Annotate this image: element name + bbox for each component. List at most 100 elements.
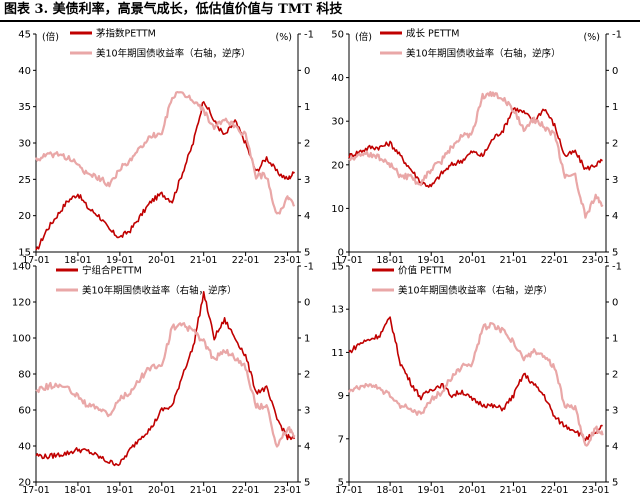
x-tick-label: 23-01 xyxy=(274,255,302,266)
x-tick-label: 22-01 xyxy=(232,255,260,266)
left-tick-label: 45 xyxy=(18,30,31,41)
x-tick-label: 19-01 xyxy=(106,255,134,266)
right-tick-label: 2 xyxy=(304,370,310,381)
left-tick-label: 35 xyxy=(18,102,31,113)
right-tick-label: 2 xyxy=(612,370,618,381)
x-tick-label: 22-01 xyxy=(232,485,260,495)
right-tick-label: -1 xyxy=(612,262,622,273)
right-unit-label: (%) xyxy=(584,32,600,43)
left-tick-label: 30 xyxy=(18,139,31,150)
x-tick-label: 18-01 xyxy=(64,255,92,266)
right-tick-label: 0 xyxy=(612,298,618,309)
left-tick-label: 20 xyxy=(18,211,31,222)
legend-label: 美10年期国债收益率（右轴，逆序） xyxy=(406,48,561,60)
left-unit-label: (倍) xyxy=(42,31,59,43)
left-tick-label: 7 xyxy=(338,434,344,445)
x-tick-label: 19-01 xyxy=(106,485,134,495)
x-tick-label: 20-01 xyxy=(459,485,487,495)
legend-label: 价值 PETTM xyxy=(398,265,451,277)
left-tick-label: 40 xyxy=(18,442,31,453)
x-tick-label: 23-01 xyxy=(582,255,610,266)
left-tick-label: 40 xyxy=(18,66,31,77)
left-tick-label: 25 xyxy=(18,175,31,186)
x-tick-label: 21-01 xyxy=(500,485,528,495)
right-tick-label: 4 xyxy=(612,211,618,222)
right-tick-label: 1 xyxy=(304,102,310,113)
series-line-pettm xyxy=(35,290,296,467)
series-line-ust10y xyxy=(34,90,296,215)
x-tick-label: 22-01 xyxy=(541,485,569,495)
left-tick-label: 0 xyxy=(338,248,344,259)
left-unit-label: (倍) xyxy=(355,31,372,43)
series-line-ust10y xyxy=(348,90,604,219)
right-tick-label: 5 xyxy=(612,248,618,259)
right-tick-label: 3 xyxy=(304,406,310,417)
left-tick-label: 11 xyxy=(331,348,344,359)
x-tick-label: 21-01 xyxy=(190,255,218,266)
left-tick-label: 13 xyxy=(331,305,344,316)
x-tick-label: 19-01 xyxy=(417,485,445,495)
x-tick-label: 20-01 xyxy=(148,485,176,495)
right-tick-label: 5 xyxy=(304,248,310,259)
chart-panel-3: 20 40 60 80 100 120 140 -1 0 1 2 3 4 5 17-01 18-01 19-01… xyxy=(12,262,314,495)
series-line-ust10y xyxy=(348,322,604,447)
x-tick-label: 23-01 xyxy=(274,485,302,495)
right-tick-label: -1 xyxy=(304,262,314,273)
x-tick-label: 17-01 xyxy=(22,485,50,495)
left-tick-label: 15 xyxy=(18,248,31,259)
left-tick-label: 50 xyxy=(331,30,344,41)
right-tick-label: 5 xyxy=(612,478,618,489)
left-tick-label: 20 xyxy=(18,478,31,489)
left-tick-label: 20 xyxy=(331,160,344,171)
series-line-ust10y xyxy=(35,322,296,448)
right-tick-label: -1 xyxy=(304,30,314,41)
left-tick-label: 10 xyxy=(331,204,344,215)
right-tick-label: 4 xyxy=(304,211,310,222)
right-tick-label: 1 xyxy=(612,334,618,345)
x-tick-label: 21-01 xyxy=(500,255,528,266)
legend-label: 美10年期国债收益率（右轴，逆序） xyxy=(398,285,553,297)
right-tick-label: 2 xyxy=(612,139,618,150)
series-line-pettm xyxy=(348,316,603,442)
right-tick-label: 0 xyxy=(304,66,310,77)
right-tick-label: 1 xyxy=(612,102,618,113)
legend-label: 茅指数PETTM xyxy=(96,28,156,40)
x-tick-label: 19-01 xyxy=(417,255,445,266)
right-tick-label: 3 xyxy=(612,406,618,417)
x-tick-label: 22-01 xyxy=(541,255,569,266)
left-tick-label: 5 xyxy=(338,478,344,489)
x-tick-label: 17-01 xyxy=(22,255,50,266)
right-tick-label: 3 xyxy=(304,175,310,186)
series-line-pettm xyxy=(348,107,603,188)
x-tick-label: 18-01 xyxy=(376,485,404,495)
x-tick-label: 21-01 xyxy=(190,485,218,495)
right-tick-label: 0 xyxy=(304,298,310,309)
x-tick-label: 23-01 xyxy=(582,485,610,495)
right-tick-label: -1 xyxy=(612,30,622,41)
left-tick-label: 40 xyxy=(331,73,344,84)
x-tick-label: 20-01 xyxy=(459,255,487,266)
right-tick-label: 2 xyxy=(304,139,310,150)
left-tick-label: 80 xyxy=(18,370,31,381)
legend-label: 宁组合PETTM xyxy=(82,265,142,277)
left-tick-label: 120 xyxy=(12,298,31,309)
left-tick-label: 60 xyxy=(18,406,31,417)
right-tick-label: 0 xyxy=(612,66,618,77)
right-tick-label: 4 xyxy=(612,442,618,453)
right-tick-label: 5 xyxy=(304,478,310,489)
x-tick-label: 17-01 xyxy=(335,485,363,495)
left-tick-label: 30 xyxy=(331,117,344,128)
x-tick-label: 18-01 xyxy=(64,485,92,495)
legend-label: 美10年期国债收益率（右轴，逆序） xyxy=(82,285,237,297)
legend-label: 成长 PETTM xyxy=(406,28,459,40)
left-tick-label: 100 xyxy=(12,334,31,345)
left-tick-label: 9 xyxy=(338,391,344,402)
legend-label: 美10年期国债收益率（右轴，逆序） xyxy=(96,48,251,60)
right-tick-label: 1 xyxy=(304,334,310,345)
x-tick-label: 18-01 xyxy=(376,255,404,266)
right-unit-label: (%) xyxy=(276,32,292,43)
x-tick-label: 20-01 xyxy=(148,255,176,266)
